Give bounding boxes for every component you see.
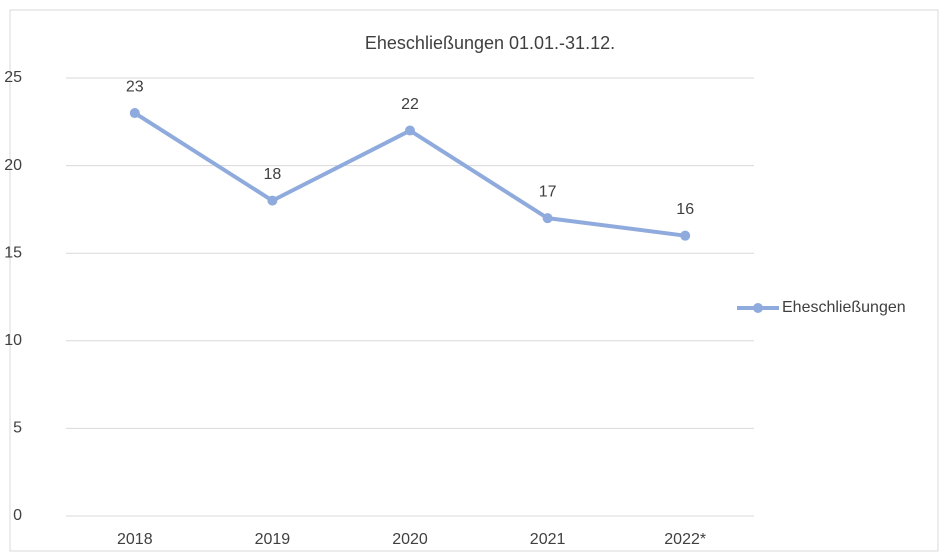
x-tick-label: 2019: [255, 531, 291, 548]
y-tick-label: 15: [4, 244, 22, 261]
y-tick-label: 0: [13, 507, 22, 524]
y-tick-label: 5: [13, 420, 22, 437]
y-tick-label: 25: [4, 69, 22, 86]
legend-marker: [753, 303, 763, 313]
x-tick-label: 2022*: [664, 531, 706, 548]
y-tick-label: 10: [4, 332, 22, 349]
data-label: 16: [676, 201, 694, 218]
x-tick-label: 2021: [530, 531, 566, 548]
data-label: 23: [126, 78, 144, 95]
chart-title: Eheschließungen 01.01.-31.12.: [365, 33, 615, 53]
data-label: 22: [401, 96, 419, 113]
legend-label: Eheschließungen: [782, 299, 906, 316]
data-label: 18: [264, 166, 282, 183]
data-label: 17: [539, 183, 557, 200]
y-tick-label: 20: [4, 157, 22, 174]
chart-border: [9, 9, 939, 552]
marker: [680, 230, 691, 241]
marker: [267, 195, 278, 206]
x-tick-label: 2018: [117, 531, 153, 548]
marker: [542, 213, 553, 224]
marker: [129, 108, 140, 119]
marker: [405, 125, 415, 136]
x-tick-label: 2020: [392, 531, 428, 548]
